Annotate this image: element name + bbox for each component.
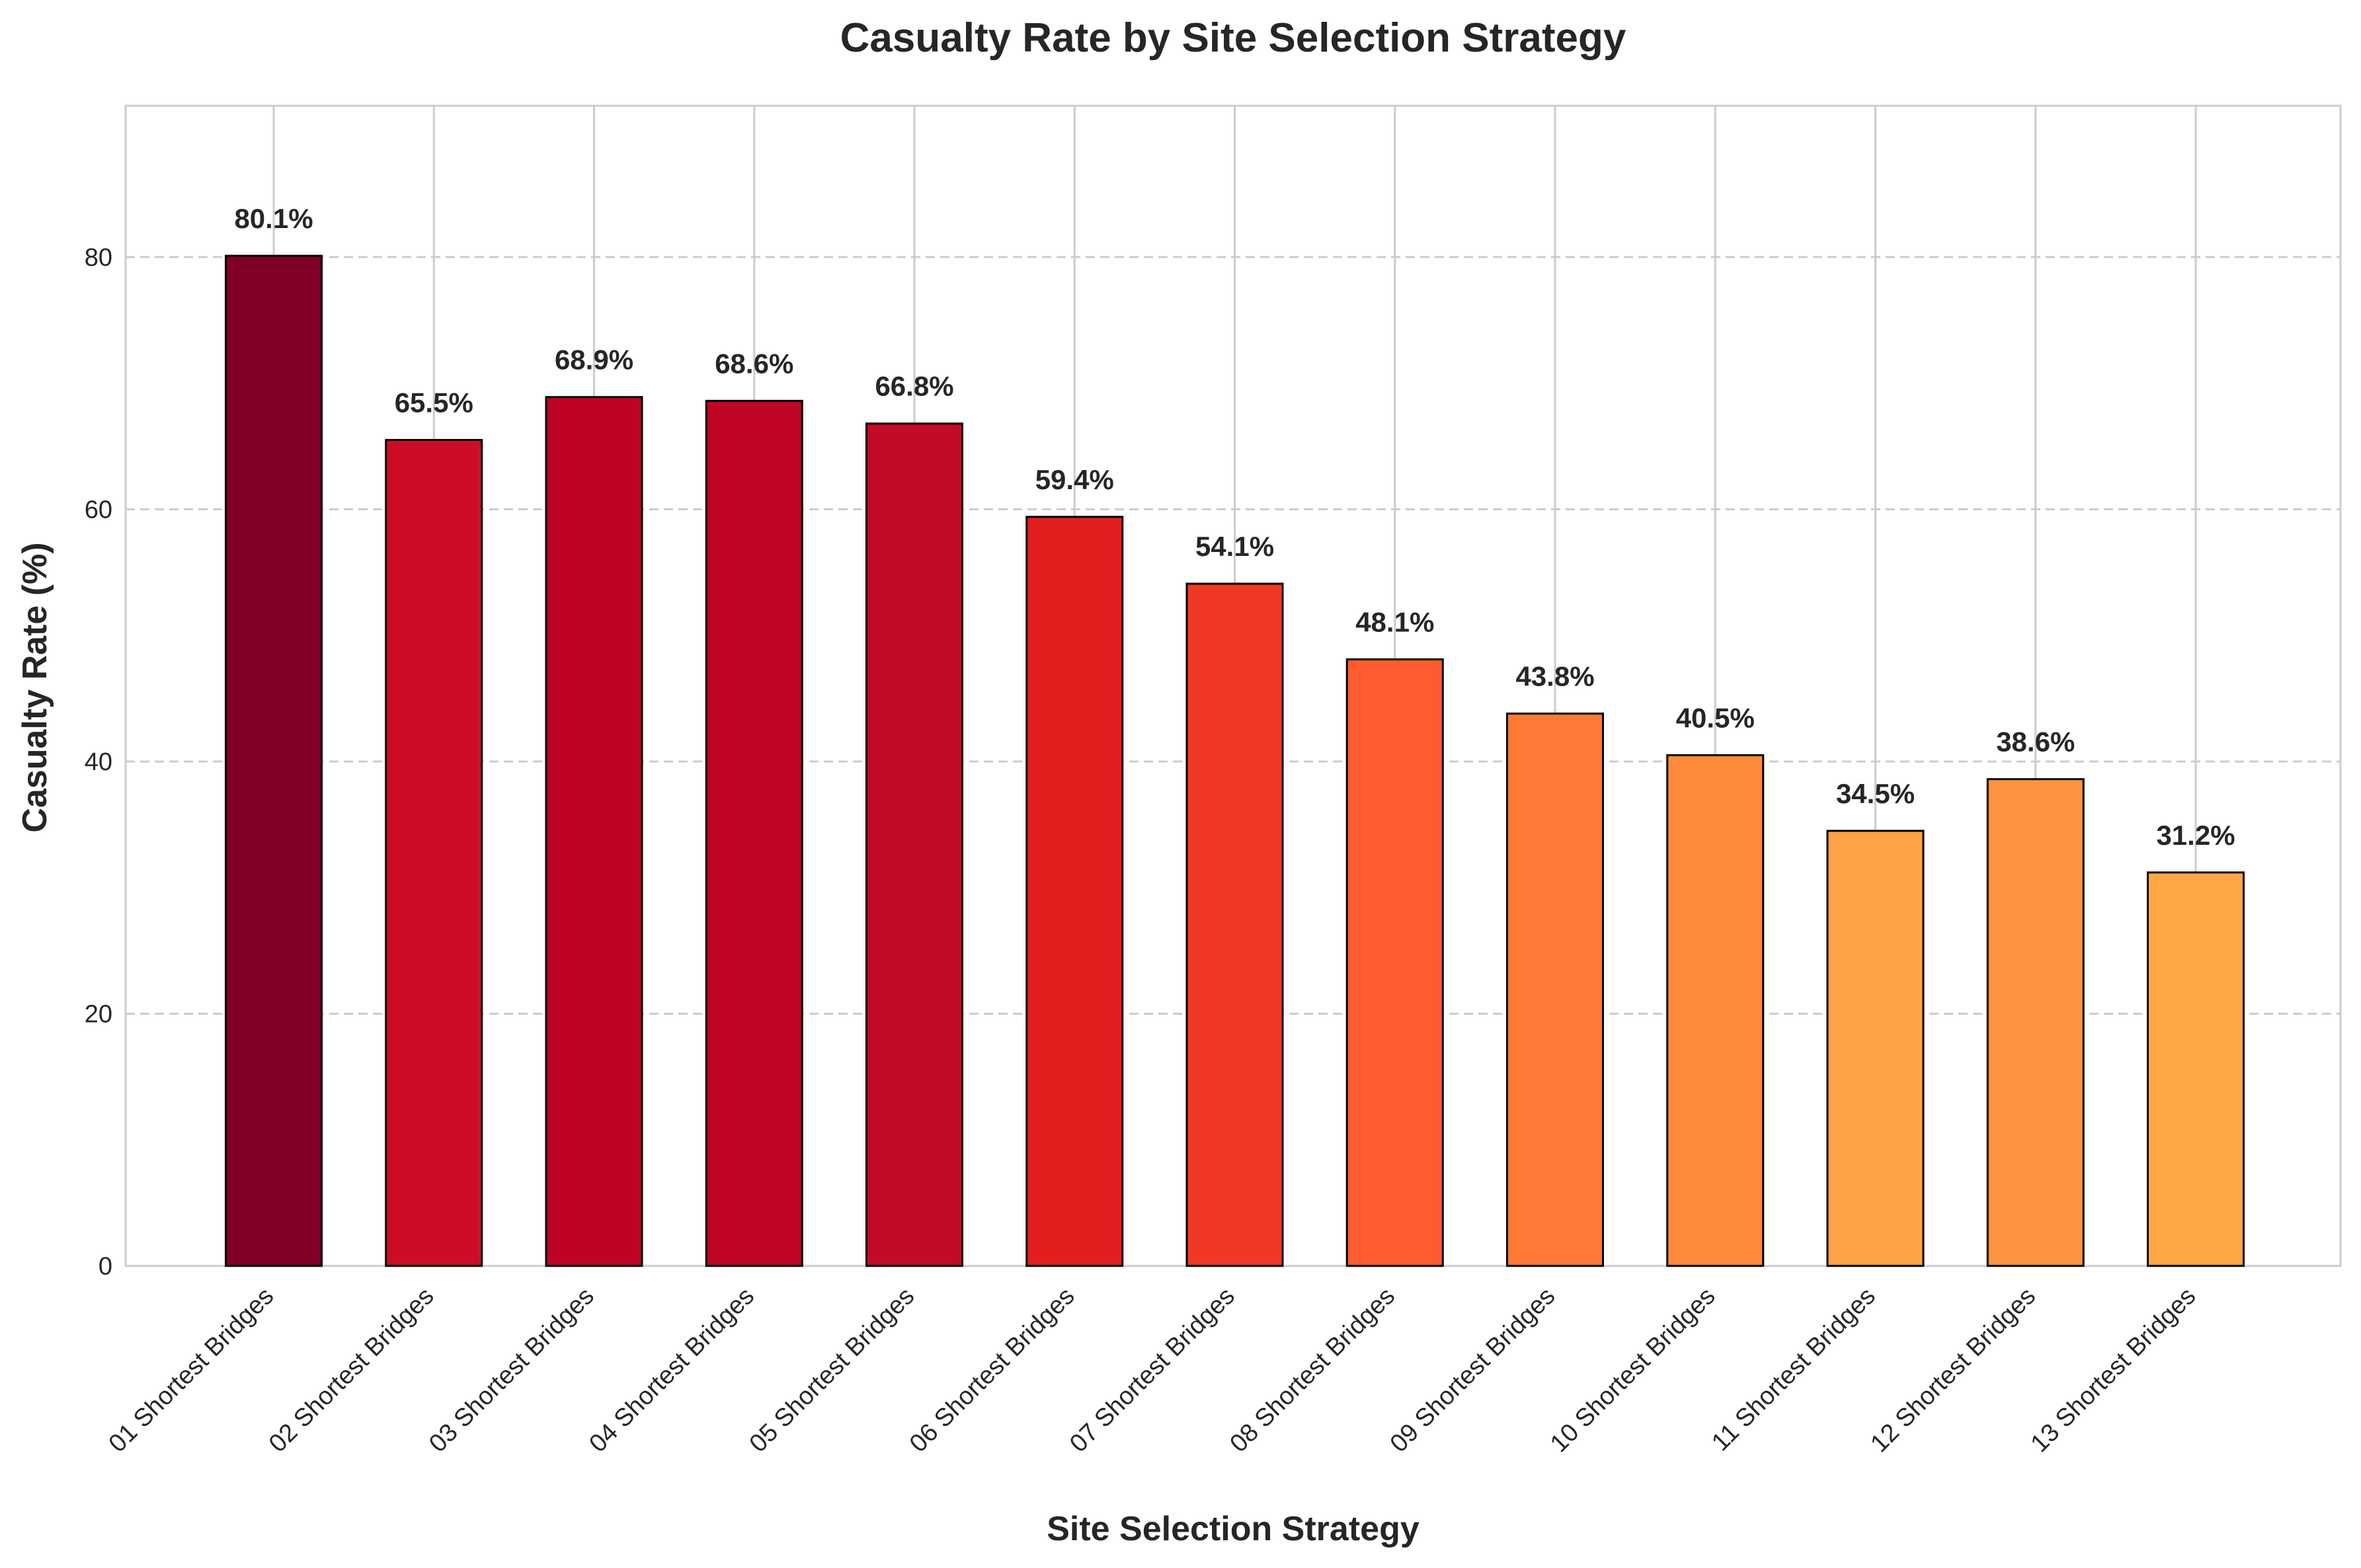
x-tick-label: 09 Shortest Bridges xyxy=(1385,1282,1561,1458)
x-tick-label: 08 Shortest Bridges xyxy=(1224,1282,1400,1458)
bar-value-label: 68.9% xyxy=(555,344,633,375)
x-tick-label: 05 Shortest Bridges xyxy=(744,1282,920,1458)
y-axis-ticks: 0 20 40 60 80 xyxy=(85,244,112,1280)
bar xyxy=(1826,830,1925,1267)
bar xyxy=(1986,778,2085,1267)
y-tick-label: 80 xyxy=(85,244,112,272)
bar xyxy=(865,422,963,1267)
y-tick-label: 20 xyxy=(85,1000,112,1028)
bar-value-label: 54.1% xyxy=(1195,531,1274,562)
bar xyxy=(1025,516,1124,1267)
x-tick-label: 06 Shortest Bridges xyxy=(904,1282,1080,1458)
x-tick-label: 04 Shortest Bridges xyxy=(584,1282,760,1458)
bar-value-label: 40.5% xyxy=(1676,702,1755,733)
bar xyxy=(385,439,483,1267)
bars xyxy=(225,255,2245,1267)
bar xyxy=(1185,582,1284,1267)
y-tick-label: 0 xyxy=(99,1253,112,1280)
bar xyxy=(1506,712,1604,1267)
x-tick-label: 07 Shortest Bridges xyxy=(1064,1282,1240,1458)
bar xyxy=(2147,871,2245,1267)
x-axis-label: Site Selection Strategy xyxy=(1047,1510,1420,1548)
bar xyxy=(705,399,803,1267)
bar-value-label: 65.5% xyxy=(395,387,473,418)
x-tick-label: 01 Shortest Bridges xyxy=(104,1282,280,1458)
bar xyxy=(1345,658,1444,1267)
bar-labels: 80.1% 65.5% 68.9% 68.6% 66.8% 59.4% 54.1% 48.1%… xyxy=(234,203,2235,851)
x-tick-label: 03 Shortest Bridges xyxy=(424,1282,600,1458)
bar xyxy=(225,255,323,1267)
x-tick-label: 02 Shortest Bridges xyxy=(264,1282,440,1458)
x-tick-label: 10 Shortest Bridges xyxy=(1545,1282,1721,1458)
bar-value-label: 66.8% xyxy=(875,371,953,402)
bar-value-label: 38.6% xyxy=(1996,726,2075,758)
x-tick-label: 11 Shortest Bridges xyxy=(1706,1282,1881,1457)
y-tick-label: 60 xyxy=(85,496,112,524)
bar-value-label: 31.2% xyxy=(2156,820,2235,851)
bar-value-label: 80.1% xyxy=(234,203,313,234)
x-tick-label: 12 Shortest Bridges xyxy=(1865,1282,2041,1458)
bar xyxy=(545,396,643,1267)
bar xyxy=(1666,754,1765,1267)
y-axis-label: Casualty Rate (%) xyxy=(16,542,54,832)
bar-value-label: 43.8% xyxy=(1515,660,1594,691)
bar-value-label: 48.1% xyxy=(1355,606,1434,637)
bar-value-label: 68.6% xyxy=(715,348,793,379)
bar-value-label: 59.4% xyxy=(1035,464,1114,495)
bar-value-label: 34.5% xyxy=(1836,778,1915,809)
chart-title: Casualty Rate by Site Selection Strategy xyxy=(840,15,1626,61)
x-tick-label: 13 Shortest Bridges xyxy=(2026,1282,2202,1458)
y-tick-label: 40 xyxy=(85,748,112,776)
